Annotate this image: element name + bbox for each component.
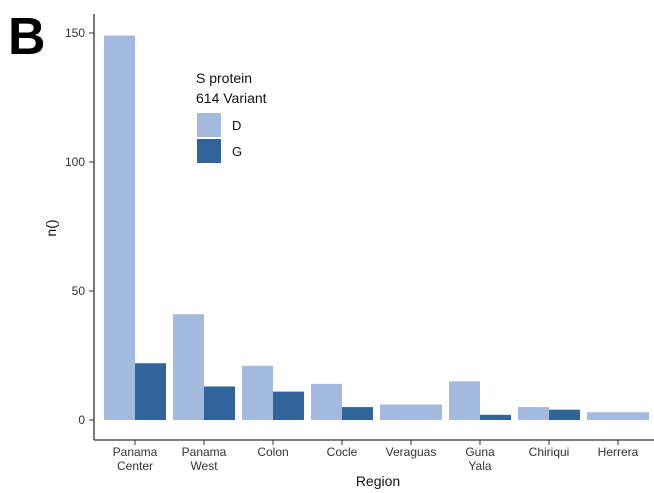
x-tick-label: Herrera [598,445,639,459]
x-tick-label-line: Panama [113,445,158,459]
x-tick-label: Veraguas [386,445,437,459]
bar-g-6 [549,409,580,420]
legend-title: S protein [196,70,252,86]
bar-g-5 [480,414,511,420]
x-tick-label-line: Guna [465,445,495,459]
x-tick-label: Chiriqui [529,445,570,459]
bar-d-2 [242,365,273,420]
bars [104,35,649,421]
bar-d-7 [587,412,649,420]
x-tick-label-line: West [190,459,218,473]
y-tick-label: 50 [72,284,86,298]
axes [93,14,654,441]
legend-swatch-g [197,139,221,163]
x-tick-label-line: Chiriqui [529,445,570,459]
bar-g-2 [273,391,304,420]
bar-g-1 [204,386,235,420]
x-tick-label: Panama Center [113,445,158,473]
y-tick-label: 100 [65,155,85,169]
bar-d-1 [173,314,204,420]
x-tick-label-line: Yala [468,459,491,473]
panel-label: B [8,8,46,66]
y-tick-label: 150 [65,26,85,40]
legend-title: 614 Variant [196,90,267,106]
x-tick-label-line: Panama [182,445,227,459]
legend-label-d: D [232,118,241,133]
legend-swatch-d [197,113,221,137]
x-tick-label: Guna Yala [465,445,495,473]
legend-label-g: G [232,144,242,159]
bar-d-0 [104,35,135,421]
bar-g-0 [135,363,166,420]
bar-d-4 [380,404,442,420]
y-tick-label: 0 [78,413,85,427]
bar-g-3 [342,407,373,420]
legend: S protein 614 Variant DG [196,70,267,163]
x-tick-label: Colon [257,445,288,459]
bar-d-5 [449,381,480,420]
x-tick-label-line: Center [117,459,153,473]
bar-d-3 [311,383,342,420]
x-tick-label-line: Cocle [327,445,358,459]
bar-d-6 [518,407,549,420]
x-tick-label-line: Colon [257,445,288,459]
x-tick-label-line: Herrera [598,445,639,459]
x-tick-label: Panama West [182,445,227,473]
y-ticks: 0 50 100 150 [65,26,94,427]
x-tick-label-line: Veraguas [386,445,437,459]
y-axis-title: n() [43,219,59,236]
x-axis-title: Region [356,473,400,489]
x-tick-label: Cocle [327,445,358,459]
